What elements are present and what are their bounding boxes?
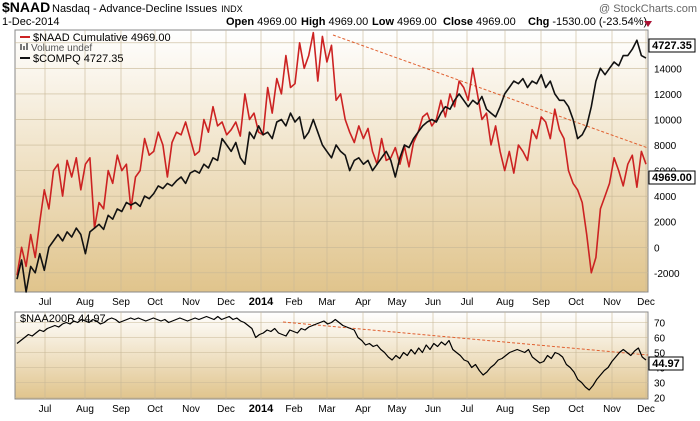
- upper-y-tick-label: 0: [654, 243, 660, 254]
- chart-description: Nasdaq - Advance-Decline Issues INDX: [52, 3, 243, 15]
- lower-x-tick-label: Dec: [637, 404, 655, 415]
- naad-series-line: [16, 31, 647, 276]
- upper-x-axis: Jul Aug Sep Oct Nov Dec 2014 Feb Mar Apr May Jun Jul…: [39, 296, 655, 308]
- upper-x-tick-label: Jun: [425, 297, 441, 308]
- svg-text:4969.00: 4969.00: [652, 172, 692, 184]
- upper-x-tick-label: Feb: [285, 297, 303, 308]
- stockcharts-watermark: @ StockCharts.com: [599, 3, 697, 15]
- lower-x-tick-label: 2014: [249, 403, 274, 415]
- upper-x-tick-label: Sep: [112, 297, 130, 308]
- lower-trendline: [282, 321, 649, 356]
- upper-y-tick-label: -2000: [654, 269, 680, 280]
- upper-legend: $NAAD Cumulative 4969.00 Volume undef $C…: [20, 32, 171, 65]
- upper-y-tick-label: 8000: [654, 141, 677, 152]
- lower-legend: $NAA200R 44.97: [20, 313, 106, 325]
- upper-x-tick-label: Oct: [147, 297, 163, 308]
- lower-y-tick-label: 60: [654, 334, 666, 345]
- upper-y-tick-label: 14000: [654, 64, 682, 75]
- upper-trendline: [332, 34, 649, 149]
- lower-x-tick-label: Mar: [318, 404, 336, 415]
- upper-x-tick-label: Dec: [217, 297, 235, 308]
- upper-x-tick-label: 2014: [249, 296, 274, 308]
- upper-y-tick-label: 2000: [654, 218, 677, 229]
- naad-last-value-label: 4969.00: [648, 170, 696, 185]
- upper-x-tick-label: Nov: [603, 297, 621, 308]
- legend-naad: $NAAD Cumulative 4969.00: [33, 32, 171, 44]
- upper-plot-area: [14, 29, 649, 293]
- upper-x-tick-label: Dec: [637, 297, 655, 308]
- down-triangle-icon: [644, 21, 652, 27]
- lower-y-tick-label: 20: [654, 394, 666, 405]
- upper-x-tick-label: Apr: [355, 297, 371, 308]
- lower-x-tick-label: Oct: [147, 404, 163, 415]
- upper-series-group: [16, 31, 647, 293]
- upper-x-tick-label: Aug: [76, 297, 94, 308]
- naa200r-series-line: [16, 315, 647, 391]
- lower-y-tick-label: 30: [654, 379, 666, 390]
- upper-x-tick-label: Aug: [496, 297, 514, 308]
- lower-x-tick-label: Jun: [425, 404, 441, 415]
- upper-y-axis: 1600014000120001000080006000400020000-20…: [654, 39, 682, 280]
- upper-x-tick-label: Oct: [568, 297, 584, 308]
- svg-text:Chg-1530.00 (-23.54%): Chg -1530.00 (-23.54%): [528, 16, 647, 28]
- lower-x-tick-label: Sep: [532, 404, 550, 415]
- lower-x-tick-label: Jul: [39, 404, 52, 415]
- lower-x-tick-label: Jul: [461, 404, 474, 415]
- upper-x-tick-label: May: [388, 297, 407, 308]
- lower-x-tick-label: Apr: [355, 404, 371, 415]
- upper-y-tick-label: 10000: [654, 115, 682, 126]
- svg-text:4727.35: 4727.35: [652, 40, 692, 52]
- lower-x-tick-label: May: [388, 404, 407, 415]
- lower-x-tick-label: Aug: [76, 404, 94, 415]
- ohlc-quote: Open 4969.00 High 4969.00 Low 4969.00 Close…: [226, 16, 647, 28]
- chart-date: 1-Dec-2014: [2, 16, 59, 28]
- compq-series-line: [16, 39, 647, 293]
- lower-x-tick-label: Aug: [496, 404, 514, 415]
- lower-x-axis: Jul Aug Sep Oct Nov Dec 2014 Feb Mar Apr May Jun Jul…: [39, 403, 655, 415]
- compq-last-value-label: 4727.35: [648, 38, 696, 53]
- legend-volume: Volume undef: [31, 43, 92, 54]
- lower-x-tick-label: Feb: [285, 404, 303, 415]
- lower-plot-area: [14, 311, 649, 400]
- lower-series-group: [16, 315, 647, 391]
- lower-x-tick-label: Nov: [603, 404, 621, 415]
- upper-x-tick-label: Jul: [461, 297, 474, 308]
- lower-y-tick-label: 50: [654, 349, 666, 360]
- upper-y-tick-label: 4000: [654, 192, 677, 203]
- upper-x-tick-label: Mar: [318, 297, 336, 308]
- upper-x-tick-label: Nov: [182, 297, 200, 308]
- legend-compq: $COMPQ 4727.35: [33, 53, 124, 65]
- upper-x-tick-label: Jul: [39, 297, 52, 308]
- chart-symbol: $NAAD: [2, 0, 50, 15]
- upper-x-tick-label: Sep: [532, 297, 550, 308]
- svg-text:44.97: 44.97: [652, 358, 680, 370]
- lower-y-tick-label: 70: [654, 319, 666, 330]
- naa200r-last-value-label: 44.97: [648, 356, 684, 371]
- lower-x-tick-label: Sep: [112, 404, 130, 415]
- upper-y-tick-label: 12000: [654, 90, 682, 101]
- lower-x-tick-label: Nov: [182, 404, 200, 415]
- lower-x-tick-label: Oct: [568, 404, 584, 415]
- lower-x-tick-label: Dec: [217, 404, 235, 415]
- upper-grid: [15, 30, 648, 292]
